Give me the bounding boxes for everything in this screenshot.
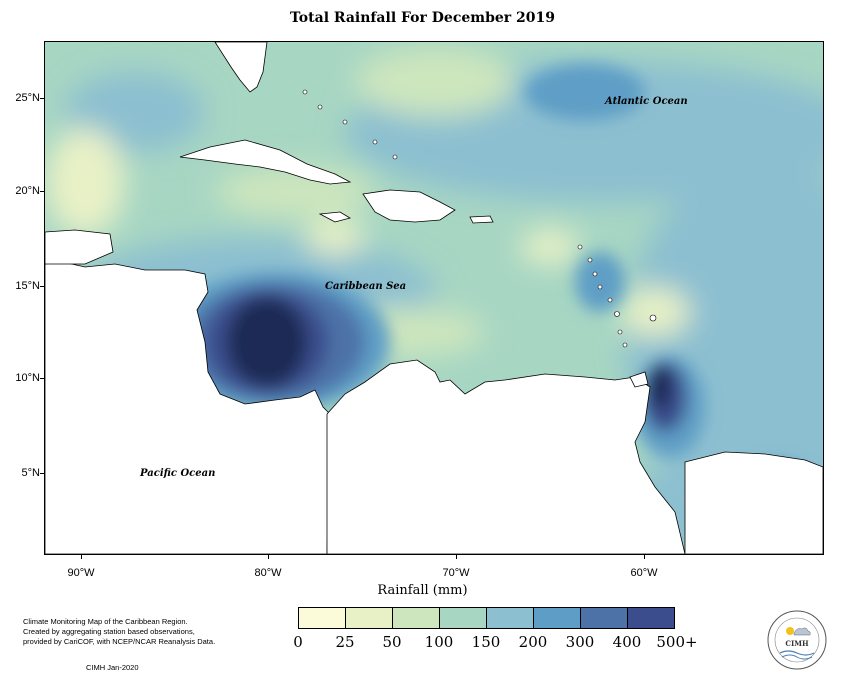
sun-icon (786, 627, 794, 635)
lat-label-5n: 5°N (21, 467, 40, 479)
legend-label-500plus: 500+ (656, 633, 698, 651)
cimh-logo: CIMH (767, 610, 827, 670)
lesser-antilles (302, 89, 657, 348)
land-masses (45, 42, 823, 554)
yucatan-landmass (45, 229, 114, 265)
cuba-landmass (179, 139, 352, 185)
lat-label-10n: 10°N (15, 372, 40, 384)
legend-label-400: 400 (612, 633, 642, 651)
legend-label-300: 300 (565, 633, 595, 651)
lon-tick (81, 554, 82, 559)
credit-line-2: Created by aggregating station based obs… (23, 627, 195, 636)
legend-label-0: 0 (293, 633, 303, 651)
rainfall-map-svg (45, 42, 823, 554)
cloud-icon (793, 627, 811, 636)
south-america-landmass (326, 359, 686, 554)
legend-label-50: 50 (382, 633, 402, 651)
lat-label-15n: 15°N (15, 280, 40, 292)
puerto-rico-landmass (469, 215, 494, 224)
pacific-ocean-label: Pacific Ocean (140, 468, 216, 479)
lon-label-70w: 70°W (442, 567, 470, 579)
lat-tick (40, 191, 44, 192)
wave-icon (779, 650, 815, 656)
credit-date: CIMH Jan-2020 (86, 663, 139, 672)
legend-label-100: 100 (424, 633, 454, 651)
lon-tick (644, 554, 645, 559)
caribbean-sea-label: Caribbean Sea (325, 281, 407, 292)
wave-icon (781, 654, 813, 660)
jamaica-landmass (318, 211, 352, 223)
legend-swatch-150-200 (487, 608, 534, 628)
lon-label-80w: 80°W (254, 567, 282, 579)
logo-text: CIMH (785, 639, 809, 648)
legend-swatch-200-300 (534, 608, 581, 628)
legend-swatch-0-25 (299, 608, 346, 628)
legend-axis-label: Rainfall (mm) (377, 583, 468, 598)
lat-tick (40, 98, 44, 99)
legend-swatch-25-50 (346, 608, 393, 628)
legend-label-25: 25 (335, 633, 355, 651)
legend-swatch-100-150 (440, 608, 487, 628)
hispaniola-landmass (362, 189, 456, 223)
lon-tick (268, 554, 269, 559)
map-title: Total Rainfall For December 2019 (290, 10, 555, 26)
legend-colorbar (298, 607, 675, 629)
lon-tick (456, 554, 457, 559)
rainfall-map: Atlantic Ocean Caribbean Sea Pacific Oce… (44, 41, 824, 555)
lat-label-20n: 20°N (15, 185, 40, 197)
legend-label-150: 150 (471, 633, 501, 651)
lat-tick (40, 473, 44, 474)
legend-swatch-400-500 (628, 608, 674, 628)
trinidad-landmass (629, 371, 649, 388)
florida-landmass (214, 42, 268, 93)
credit-line-3: provided by CariCOF, with NCEP/NCAR Rean… (23, 637, 216, 646)
credit-line-1: Climate Monitoring Map of the Caribbean … (23, 617, 188, 626)
legend-label-200: 200 (518, 633, 548, 651)
lat-label-25n: 25°N (15, 92, 40, 104)
lat-tick (40, 378, 44, 379)
lon-label-60w: 60°W (630, 567, 658, 579)
credit-text: Climate Monitoring Map of the Caribbean … (23, 617, 223, 647)
lon-label-90w: 90°W (67, 567, 95, 579)
legend-swatch-50-100 (393, 608, 440, 628)
atlantic-ocean-label: Atlantic Ocean (605, 96, 688, 107)
central-america-landmass (45, 261, 331, 554)
legend-swatch-300-400 (581, 608, 628, 628)
lat-tick (40, 286, 44, 287)
guianas-landmass (684, 451, 823, 554)
